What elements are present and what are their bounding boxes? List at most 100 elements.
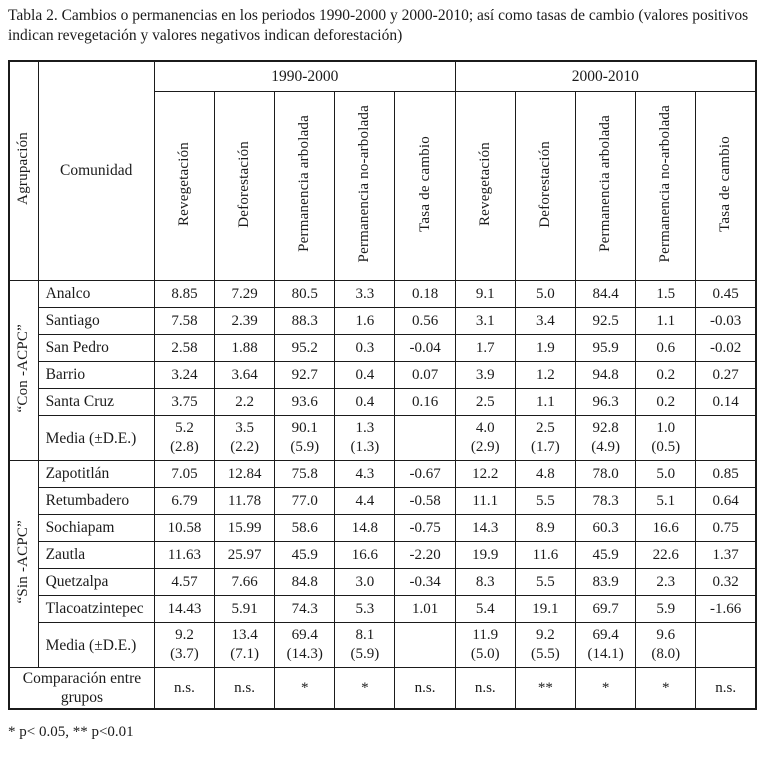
table-row-quetzalpa: Quetzalpa 4.57 7.66 84.8 3.0 -0.34 8.3 5.5 83.9 2… bbox=[9, 568, 757, 597]
value-cell: 1.01 bbox=[394, 595, 456, 624]
header-deforestacion-p2: Deforestación bbox=[514, 91, 577, 282]
value-cell: 7.05 bbox=[153, 460, 216, 489]
value-cell: 3.24 bbox=[153, 361, 216, 390]
value-cell: 16.6 bbox=[635, 514, 697, 543]
comunidad-cell: Santa Cruz bbox=[37, 388, 155, 417]
value-cell: 3.1 bbox=[454, 307, 516, 336]
significance-cell: n.s. bbox=[454, 667, 516, 710]
value-cell: 8.9 bbox=[514, 514, 577, 543]
value-cell: 5.5 bbox=[514, 487, 577, 516]
header-agrupacion-label: Agrupación bbox=[15, 132, 32, 206]
header-row-periods: Agrupación Comunidad 1990-2000 2000-2010 bbox=[8, 60, 757, 282]
value-cell: 94.8 bbox=[574, 361, 637, 390]
header-comunidad: Comunidad bbox=[37, 60, 155, 282]
value-cell: 1.0 (0.5) bbox=[635, 415, 697, 462]
value-cell: 2.5 bbox=[454, 388, 516, 417]
value-cell: 0.32 bbox=[695, 568, 757, 597]
value-cell: 1.1 bbox=[514, 388, 577, 417]
value-cell: 12.2 bbox=[454, 460, 516, 489]
value-cell: 2.3 bbox=[635, 568, 697, 597]
significance-cell: * bbox=[334, 667, 396, 710]
value-cell: 3.75 bbox=[153, 388, 216, 417]
value-cell: 13.4 (7.1) bbox=[214, 622, 276, 669]
significance-cell: ** bbox=[514, 667, 577, 710]
value-cell: 2.2 bbox=[214, 388, 276, 417]
value-cell: 0.18 bbox=[394, 280, 456, 309]
value-cell: 8.1 (5.9) bbox=[334, 622, 396, 669]
comunidad-cell: Zapotitlán bbox=[37, 460, 155, 489]
table-row-santiago: Santiago 7.58 2.39 88.3 1.6 0.56 3.1 3.4 92.5 1.1… bbox=[9, 307, 757, 336]
value-cell: 3.0 bbox=[334, 568, 396, 597]
table-row-zautla: Zautla 11.63 25.97 45.9 16.6 -2.20 19.9 11.6 45.… bbox=[9, 541, 757, 570]
value-cell bbox=[695, 622, 757, 669]
value-cell: 2.39 bbox=[214, 307, 276, 336]
header-deforestacion-p1: Deforestación bbox=[214, 91, 276, 282]
value-cell: 10.58 bbox=[153, 514, 216, 543]
value-cell: 5.1 bbox=[635, 487, 697, 516]
value-cell: -1.66 bbox=[695, 595, 757, 624]
value-cell: 9.1 bbox=[454, 280, 516, 309]
table-row-santa-cruz: Santa Cruz 3.75 2.2 93.6 0.4 0.16 2.5 1.1 96.3 0.… bbox=[9, 388, 757, 417]
table-row-tlacoatzintepec: Tlacoatzintepec 14.43 5.91 74.3 5.3 1.01 5.4 19… bbox=[9, 595, 757, 624]
significance-cell: n.s. bbox=[695, 667, 757, 710]
value-cell: 83.9 bbox=[574, 568, 637, 597]
table-caption: Tabla 2. Cambios o permanencias en los p… bbox=[8, 7, 749, 45]
value-cell: 69.7 bbox=[574, 595, 637, 624]
group-label-text: “Sin -ACPC” bbox=[15, 520, 32, 604]
value-cell: 5.9 bbox=[635, 595, 697, 624]
value-cell: -0.67 bbox=[394, 460, 456, 489]
value-cell: 0.07 bbox=[394, 361, 456, 390]
value-cell: 92.8 (4.9) bbox=[574, 415, 637, 462]
header-permanencia-arbolada-p2: Permanencia arbolada bbox=[574, 91, 637, 282]
comparison-row: Comparación entre grupos n.s. n.s. * * n.s. n.… bbox=[8, 667, 757, 710]
header-permanencia-arbolada-p1: Permanencia arbolada bbox=[274, 91, 336, 282]
table-row-sochiapam: Sochiapam 10.58 15.99 58.6 14.8 -0.75 14.3 8.9 6… bbox=[9, 514, 757, 543]
value-cell: 5.91 bbox=[214, 595, 276, 624]
significance-cell: n.s. bbox=[394, 667, 456, 710]
value-cell: 16.6 bbox=[334, 541, 396, 570]
value-cell: 11.6 bbox=[514, 541, 577, 570]
significance-cell: * bbox=[274, 667, 336, 710]
value-cell: 0.2 bbox=[635, 361, 697, 390]
table-row-retumbadero: Retumbadero 6.79 11.78 77.0 4.4 -0.58 11.1 5.5 7… bbox=[9, 487, 757, 516]
value-cell: 0.75 bbox=[695, 514, 757, 543]
value-cell: 75.8 bbox=[274, 460, 336, 489]
value-cell: 0.27 bbox=[695, 361, 757, 390]
value-cell: 96.3 bbox=[574, 388, 637, 417]
value-cell: 1.7 bbox=[454, 334, 516, 363]
value-cell: 0.4 bbox=[334, 361, 396, 390]
value-cell: 84.4 bbox=[574, 280, 637, 309]
value-cell: -0.75 bbox=[394, 514, 456, 543]
value-cell: 11.9 (5.0) bbox=[454, 622, 516, 669]
group-label-sin-acpc: “Sin -ACPC” bbox=[8, 460, 39, 669]
group-label-con-acpc: “Con -ACPC” bbox=[8, 280, 39, 462]
header-period-1990-2000: 1990-2000 bbox=[153, 60, 456, 93]
value-cell: 8.85 bbox=[153, 280, 216, 309]
comunidad-cell: Santiago bbox=[37, 307, 155, 336]
value-cell: 3.9 bbox=[454, 361, 516, 390]
comunidad-cell: Media (±D.E.) bbox=[37, 415, 155, 462]
value-cell: 22.6 bbox=[635, 541, 697, 570]
significance-cell: n.s. bbox=[153, 667, 216, 710]
value-cell: 4.3 bbox=[334, 460, 396, 489]
value-cell: 3.64 bbox=[214, 361, 276, 390]
comunidad-cell: Media (±D.E.) bbox=[37, 622, 155, 669]
value-cell: 1.2 bbox=[514, 361, 577, 390]
value-cell: 95.9 bbox=[574, 334, 637, 363]
comunidad-cell: Sochiapam bbox=[37, 514, 155, 543]
value-cell: 9.2 (3.7) bbox=[153, 622, 216, 669]
table-row-media-d-e: Media (±D.E.) 9.2 (3.7) 13.4 (7.1) 69.4 (14… bbox=[9, 622, 757, 669]
header-tasa-de-cambio-p1: Tasa de cambio bbox=[394, 91, 456, 282]
header-permanencia-no-arbolada-p1: Permanencia no-arbolada bbox=[334, 91, 396, 282]
value-cell: 80.5 bbox=[274, 280, 336, 309]
value-cell: 14.43 bbox=[153, 595, 216, 624]
value-cell: 15.99 bbox=[214, 514, 276, 543]
significance-cell: n.s. bbox=[214, 667, 276, 710]
value-cell: 0.2 bbox=[635, 388, 697, 417]
value-cell: 0.3 bbox=[334, 334, 396, 363]
value-cell: 1.6 bbox=[334, 307, 396, 336]
value-cell: 8.3 bbox=[454, 568, 516, 597]
value-cell: 0.45 bbox=[695, 280, 757, 309]
value-cell: 95.2 bbox=[274, 334, 336, 363]
